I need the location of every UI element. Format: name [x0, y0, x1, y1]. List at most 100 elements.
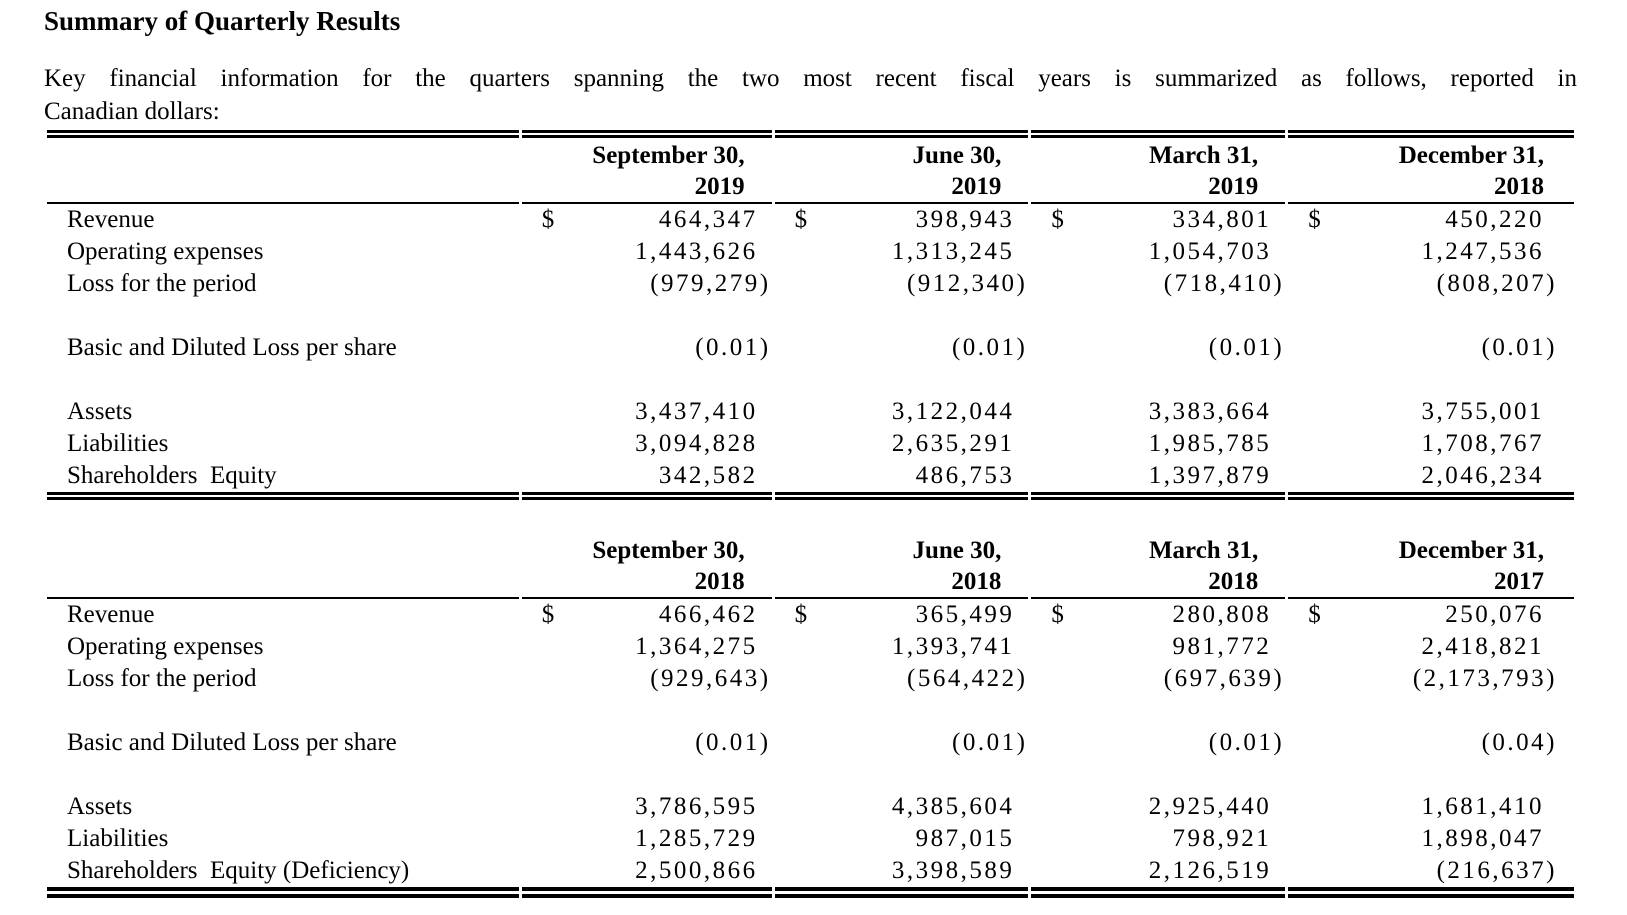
cell-value: (0.01): [1481, 334, 1557, 361]
cell-value: (979,279): [650, 270, 771, 297]
table-row: Assets 3,437,410 3,122,044 3,383,664 3,755,0…: [47, 396, 1574, 428]
value-cell: (0.01): [522, 727, 772, 759]
column-header-cell: March 31, 2018: [1031, 533, 1286, 599]
table-row: Loss for the period (979,279) (912,340) (71…: [47, 268, 1574, 300]
header-year-line: 2019: [694, 173, 745, 200]
cell-value: 3,437,410: [635, 398, 758, 425]
column-header-cell: June 30, 2019: [774, 130, 1029, 204]
value-wrap: 2,046,234: [1288, 460, 1574, 492]
value-wrap: 1,708,767: [1288, 428, 1574, 460]
table-row: Revenue $466,462 $365,499 $280,808 $250,076: [47, 599, 1574, 631]
value-wrap: $365,499: [775, 599, 1029, 631]
value-wrap: (912,340): [775, 268, 1029, 300]
table-row: Operating expenses 1,443,626 1,313,245 1,05…: [47, 236, 1574, 268]
table-row: Shareholders Equity 342,582 486,753 1,397,8…: [47, 460, 1574, 500]
cell-value: 466,462: [658, 601, 758, 628]
value-wrap: $280,808: [1031, 599, 1285, 631]
value-cell: 1,313,245: [775, 236, 1029, 268]
cell-value: (929,643): [650, 665, 771, 692]
value-wrap: $334,801: [1031, 204, 1285, 236]
value-wrap: (0.01): [522, 332, 772, 364]
value-cell: 1,247,536: [1288, 236, 1574, 268]
value-cell: 1,708,767: [1288, 428, 1574, 460]
cell-value: 1,397,879: [1148, 462, 1272, 489]
header-date-line: September 30,: [592, 537, 745, 564]
value-wrap: 1,313,245: [775, 236, 1029, 268]
value-wrap: 3,437,410: [522, 396, 772, 428]
value-wrap: 1,397,879: [1031, 460, 1285, 492]
column-header-cell: March 31, 2019: [1031, 130, 1286, 204]
value-wrap: 3,786,595: [522, 791, 772, 823]
cell-value: 2,925,440: [1148, 793, 1272, 820]
value-wrap: (0.01): [775, 727, 1029, 759]
value-wrap: 2,635,291: [775, 428, 1029, 460]
header-label-spacer: [47, 130, 519, 204]
value-cell: 3,398,589: [774, 855, 1029, 898]
cell-value: 2,635,291: [891, 430, 1015, 457]
cell-value: 1,364,275: [635, 633, 758, 660]
spacer-row: [47, 695, 1574, 727]
value-cell: (718,410): [1031, 268, 1285, 300]
value-wrap: 3,122,044: [775, 396, 1029, 428]
table-row: Shareholders Equity (Deficiency) 2,500,86…: [47, 855, 1574, 898]
header-year-line: 2018: [951, 568, 1002, 595]
cell-value: 981,772: [1172, 633, 1272, 660]
value-wrap: 1,985,785: [1031, 428, 1285, 460]
cell-value: 1,054,703: [1148, 238, 1272, 265]
cell-value: (0.01): [695, 334, 771, 361]
value-cell: $334,801: [1031, 204, 1285, 236]
value-wrap: 486,753: [775, 460, 1029, 492]
value-wrap: 1,681,410: [1288, 791, 1574, 823]
column-header-cell: September 30, 2018: [521, 533, 772, 599]
value-wrap: (2,173,793): [1288, 663, 1574, 695]
value-cell: $250,076: [1288, 599, 1574, 631]
column-header-cell: September 30, 2019: [521, 130, 772, 204]
cell-value: 3,094,828: [635, 430, 758, 457]
cell-value: 4,385,604: [891, 793, 1015, 820]
value-cell: (0.04): [1288, 727, 1574, 759]
row-label: Assets: [67, 398, 133, 425]
value-wrap: 1,443,626: [522, 236, 772, 268]
value-cell: 1,397,879: [1031, 460, 1286, 500]
value-cell: 1,285,729: [522, 823, 772, 855]
value-wrap: 3,755,001: [1288, 396, 1574, 428]
cell-value: 250,076: [1445, 601, 1544, 628]
value-wrap: 2,418,821: [1288, 631, 1574, 663]
value-cell: 2,046,234: [1288, 460, 1574, 500]
cell-value: 3,398,589: [891, 857, 1015, 884]
value-cell: 3,383,664: [1031, 396, 1285, 428]
row-label: Shareholders Equity: [47, 460, 519, 500]
value-cell: (0.01): [1031, 727, 1285, 759]
intro-line-1: Key financial information for the quarte…: [44, 65, 1577, 92]
value-cell: 2,635,291: [775, 428, 1029, 460]
value-wrap: 2,925,440: [1031, 791, 1285, 823]
value-wrap: 2,500,866: [522, 855, 772, 887]
value-cell: (564,422): [775, 663, 1029, 695]
value-cell: (808,207): [1288, 268, 1574, 300]
value-wrap: 987,015: [775, 823, 1029, 855]
dollar-sign: $: [541, 601, 555, 628]
cell-value: 334,801: [1172, 206, 1272, 233]
cell-value: (0.01): [1208, 729, 1285, 756]
value-cell: 342,582: [521, 460, 772, 500]
table-row: Liabilities 1,285,729 987,015 798,921 1,898,…: [47, 823, 1574, 855]
value-cell: $450,220: [1288, 204, 1574, 236]
value-wrap: (0.01): [1031, 332, 1285, 364]
value-cell: 1,364,275: [522, 631, 772, 663]
value-cell: (929,643): [522, 663, 772, 695]
value-cell: 3,786,595: [522, 791, 772, 823]
row-label: Shareholders Equity (Deficiency): [47, 855, 519, 898]
cell-value: (2,173,793): [1412, 665, 1557, 692]
spacer-cell: [47, 759, 1574, 791]
value-wrap: (718,410): [1031, 268, 1285, 300]
cell-value: (0.01): [951, 334, 1028, 361]
row-label: Loss for the period: [67, 665, 257, 692]
cell-value: 2,500,866: [635, 857, 758, 884]
spacer-row: [47, 759, 1574, 791]
cell-value: 798,921: [1172, 825, 1272, 852]
dollar-sign: $: [541, 206, 555, 233]
header-label-spacer: [47, 533, 519, 599]
dollar-sign: $: [794, 601, 808, 628]
value-cell: 2,925,440: [1031, 791, 1285, 823]
